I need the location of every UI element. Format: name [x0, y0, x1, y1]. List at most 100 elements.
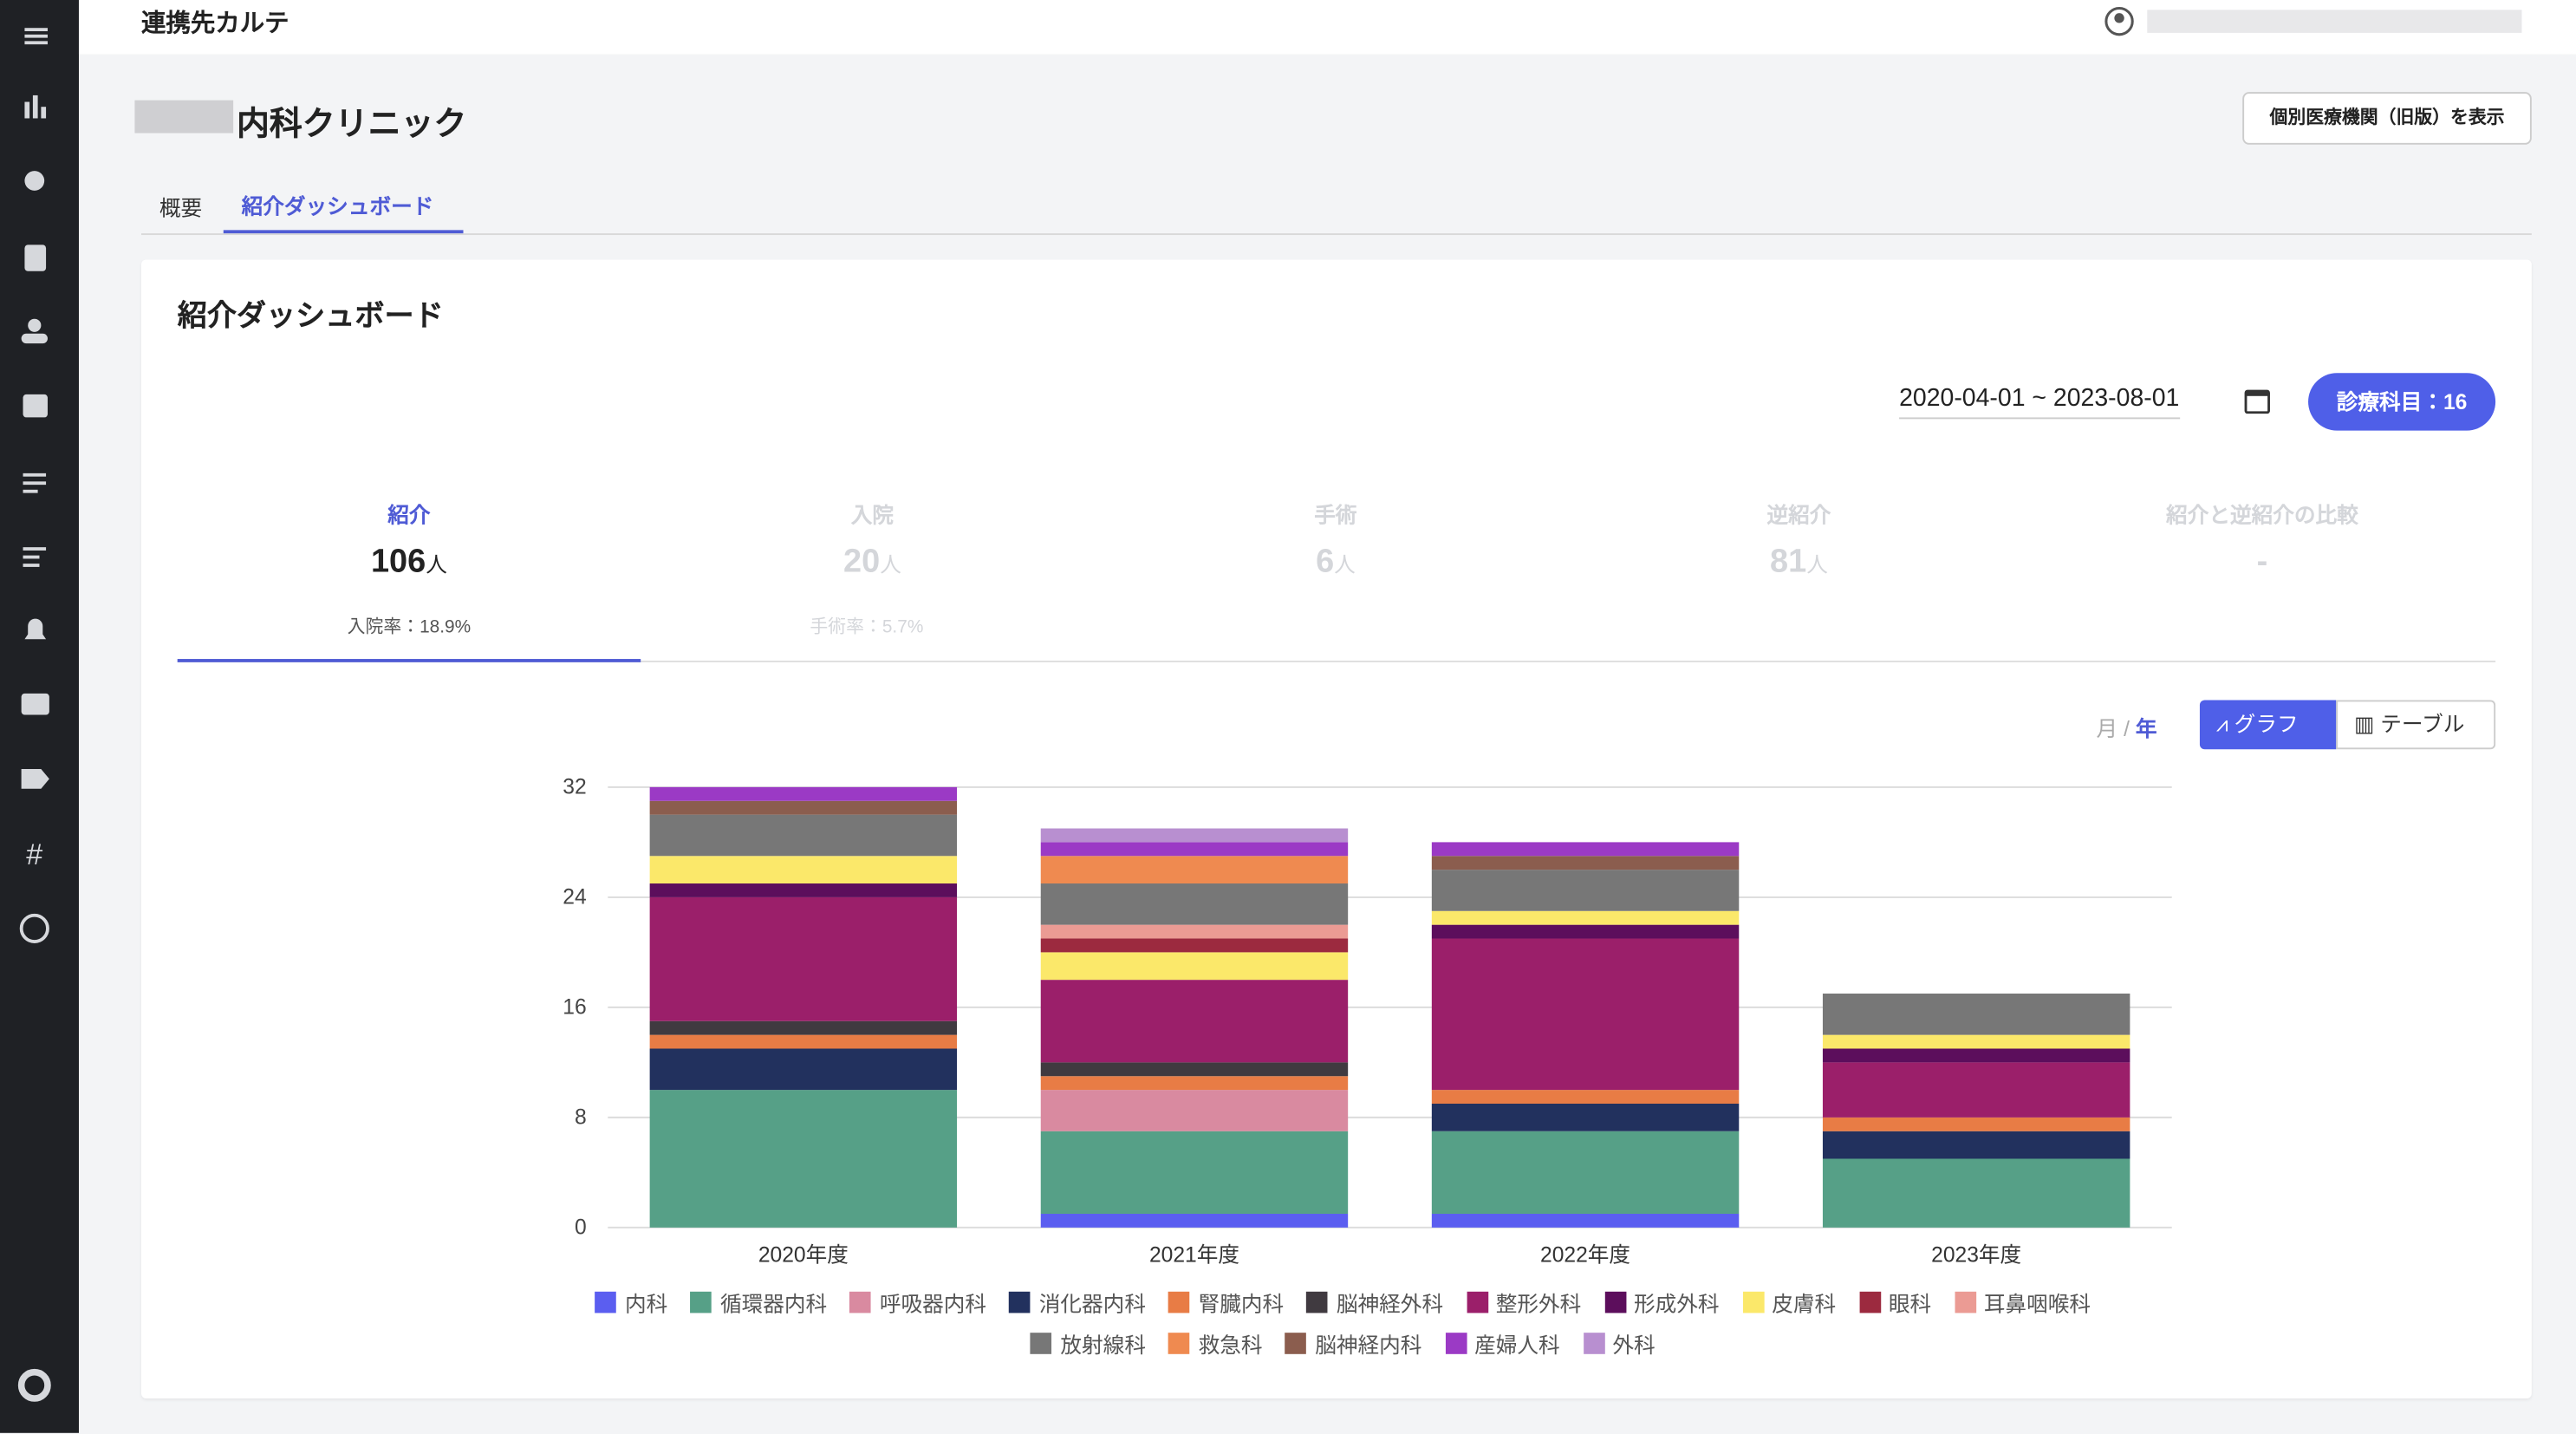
users-icon[interactable]	[21, 333, 48, 344]
graph-button[interactable]: ⩘ グラフ	[2199, 700, 2337, 750]
bar-segment	[1822, 1117, 2130, 1131]
legend-item[interactable]: 皮膚科	[1742, 1287, 1836, 1318]
calendar-icon[interactable]	[2242, 386, 2272, 415]
nav-icons[interactable]: #	[17, 28, 51, 1402]
legend-item[interactable]: 眼科	[1858, 1287, 1931, 1318]
legend-label: 耳鼻咽喉科	[1983, 1291, 2091, 1317]
legend-swatch	[690, 1291, 712, 1313]
y-tick-label: 8	[575, 1105, 587, 1129]
bar-segment	[1431, 910, 1740, 925]
bar-segment	[1822, 1062, 2130, 1118]
bar-segment	[1040, 938, 1349, 953]
legend-label: 救急科	[1198, 1333, 1263, 1358]
legend-label: 脳神経外科	[1336, 1291, 1444, 1317]
legend-label: 皮膚科	[1772, 1291, 1837, 1317]
bar-segment	[1040, 1213, 1349, 1228]
bar-segment	[1040, 1062, 1349, 1077]
menu-icon[interactable]	[24, 41, 48, 45]
chart-icon[interactable]	[32, 95, 38, 119]
legend-item[interactable]: 循環器内科	[690, 1287, 828, 1318]
department-filter[interactable]: 診療科目：16	[2308, 373, 2496, 431]
x-tick-label: 2023年度	[1931, 1243, 2021, 1268]
legend-item[interactable]: 脳神経内科	[1285, 1327, 1421, 1359]
legend-item[interactable]: 放射線科	[1031, 1327, 1146, 1359]
legend-label: 外科	[1612, 1333, 1656, 1358]
tab-active[interactable]: 紹介ダッシュボード	[241, 193, 434, 219]
legend-label: 循環器内科	[719, 1291, 828, 1317]
list-add-icon[interactable]	[23, 564, 40, 567]
list-icon[interactable]	[23, 473, 47, 477]
bar-segment	[649, 1090, 958, 1228]
stat-label[interactable]: 逆紹介	[1766, 502, 1831, 528]
legend-item[interactable]: 内科	[595, 1287, 667, 1318]
bar-segment	[1040, 1131, 1349, 1214]
legend-item[interactable]: 産婦人科	[1445, 1327, 1560, 1359]
hash-icon[interactable]: #	[26, 838, 42, 871]
legend-item[interactable]: 耳鼻咽喉科	[1954, 1287, 2091, 1318]
date-range[interactable]: 2020-04-01 ~ 2023-08-01	[1899, 385, 2180, 420]
legend-item[interactable]: 腎臓内科	[1168, 1287, 1284, 1318]
stat-label[interactable]: 手術	[1314, 502, 1357, 528]
legend-swatch	[1954, 1291, 1976, 1313]
stat-value: -	[2256, 544, 2268, 581]
legend-label: 産婦人科	[1474, 1333, 1560, 1358]
mail-icon[interactable]	[21, 693, 49, 715]
map-icon[interactable]	[24, 171, 45, 191]
list-icon[interactable]	[23, 481, 47, 486]
chart-icon[interactable]	[24, 101, 30, 119]
bar-segment	[1822, 1048, 2130, 1063]
list-add-icon[interactable]	[23, 555, 40, 559]
bar-segment	[1822, 1131, 2130, 1159]
legend-item[interactable]: 消化器内科	[1009, 1287, 1146, 1318]
legend-item[interactable]: 脳神経外科	[1306, 1287, 1444, 1318]
bar-segment	[649, 786, 958, 801]
legacy-button[interactable]: 個別医療機関（旧版）を表示	[2242, 92, 2532, 145]
bar-segment	[1431, 842, 1740, 857]
legend-swatch	[1285, 1333, 1307, 1354]
tag-icon[interactable]	[21, 769, 49, 789]
bell-icon[interactable]	[24, 618, 47, 640]
list-add-icon[interactable]	[23, 547, 47, 551]
table-button[interactable]: ▥ テーブル	[2336, 700, 2496, 750]
users-icon[interactable]	[28, 318, 42, 332]
bar-segment	[1040, 980, 1349, 1063]
year-toggle[interactable]: 年	[2135, 716, 2157, 741]
doc-icon[interactable]	[24, 244, 47, 271]
legend-label: 形成外科	[1634, 1291, 1720, 1317]
menu-icon[interactable]	[24, 34, 48, 38]
user-icon[interactable]	[2103, 5, 2136, 38]
legend-swatch	[1603, 1291, 1626, 1313]
bar-segment	[1040, 1090, 1349, 1131]
chart-icon[interactable]	[41, 107, 47, 119]
month-toggle[interactable]: 月	[2096, 716, 2118, 741]
bar-segment	[1431, 1131, 1740, 1214]
list-icon[interactable]	[23, 489, 38, 493]
legend-item[interactable]: 形成外科	[1603, 1287, 1720, 1318]
stat-value: 20	[843, 544, 881, 581]
card-title: 紹介ダッシュボード	[177, 298, 444, 332]
legend-swatch	[1031, 1333, 1052, 1354]
legend-item[interactable]: 救急科	[1168, 1327, 1263, 1359]
legend-item[interactable]: 整形外科	[1466, 1287, 1581, 1318]
tab[interactable]: 概要	[159, 195, 203, 220]
bar-segment	[1431, 1103, 1740, 1131]
bar-segment	[649, 1048, 958, 1091]
legend-swatch	[1445, 1333, 1467, 1354]
legend-item[interactable]: 呼吸器内科	[849, 1287, 986, 1318]
stat-label[interactable]: 入院	[850, 502, 894, 528]
bar-segment	[649, 800, 958, 815]
calendar-icon[interactable]	[23, 394, 48, 418]
stat-label[interactable]: 紹介と逆紹介の比較	[2166, 502, 2358, 528]
legend-item[interactable]: 外科	[1583, 1327, 1656, 1359]
y-tick-label: 16	[563, 995, 586, 1019]
help-icon[interactable]	[17, 1368, 51, 1402]
menu-icon[interactable]	[24, 28, 48, 32]
legend-label: 脳神経内科	[1315, 1333, 1422, 1358]
bar-segment	[1431, 924, 1740, 939]
x-tick-label: 2020年度	[758, 1243, 849, 1268]
stat-label[interactable]: 紹介	[387, 502, 431, 528]
bar-segment	[1822, 994, 2130, 1035]
legend-swatch	[1168, 1291, 1191, 1313]
account-icon[interactable]	[19, 913, 49, 943]
